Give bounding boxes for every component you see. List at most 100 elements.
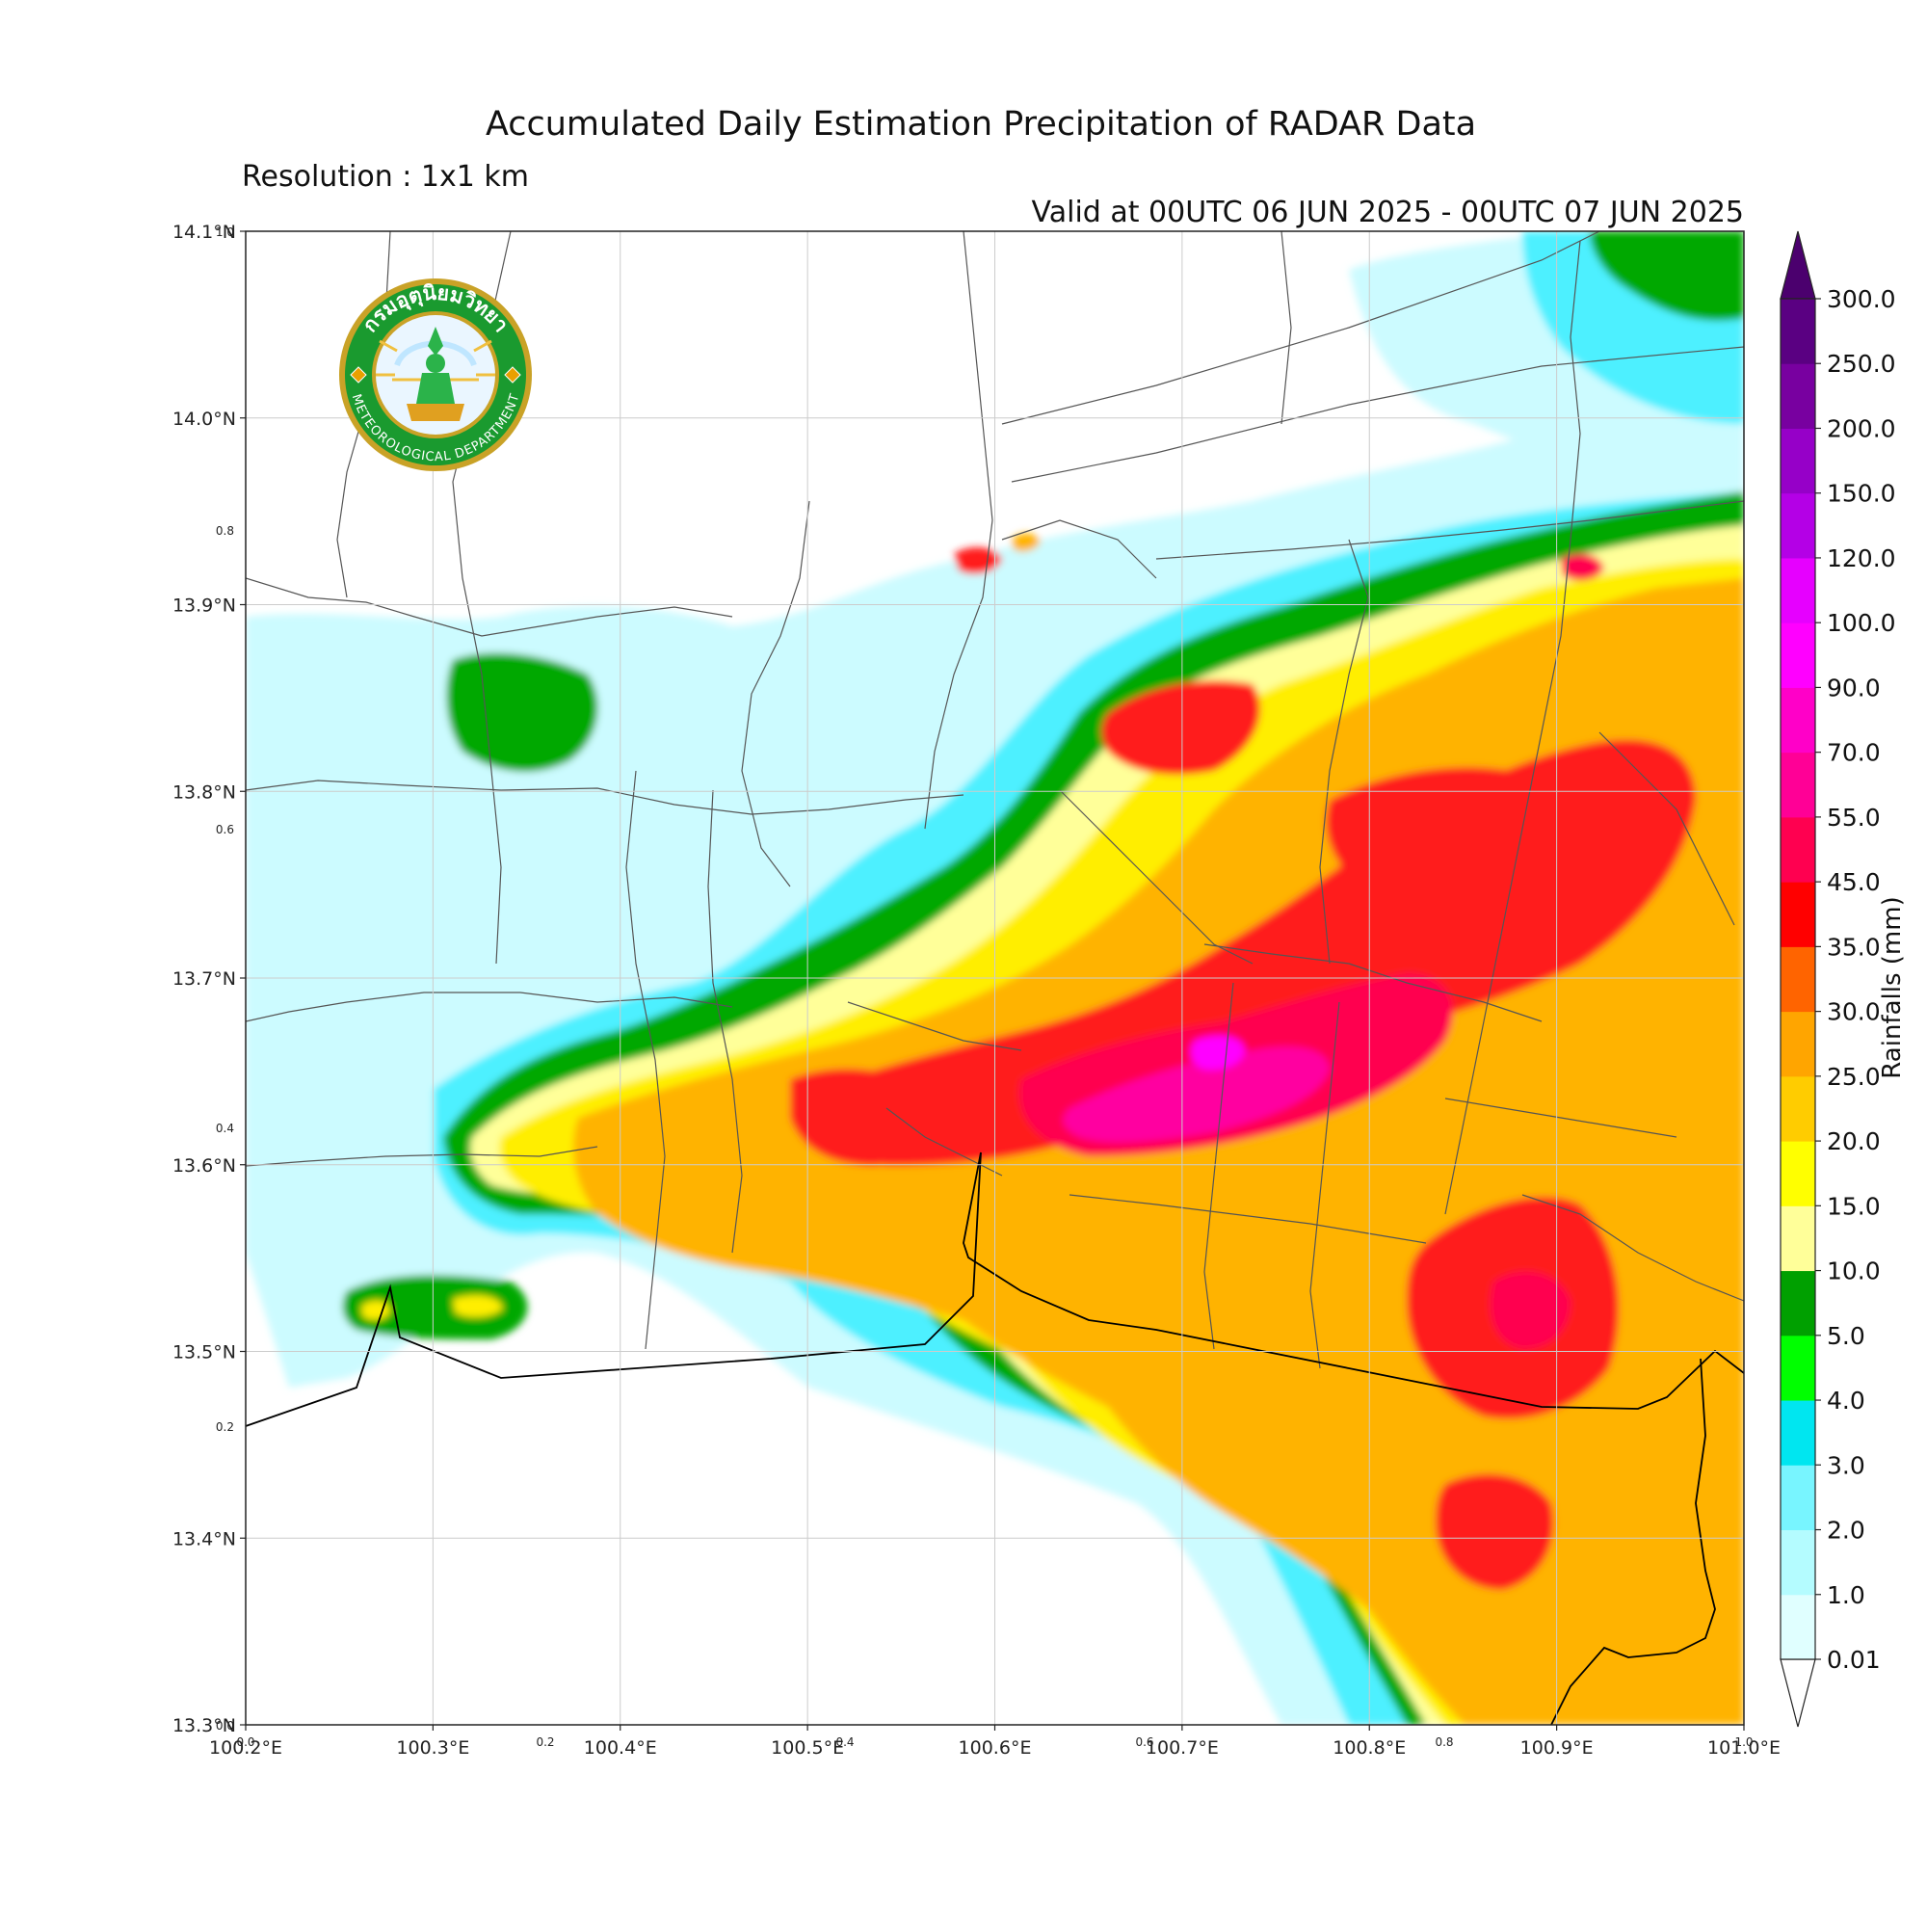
rain-crimson-south: [1490, 1271, 1571, 1349]
frac-y-tick-label: 0.2: [216, 1420, 234, 1434]
colorbar-segment: [1781, 1205, 1815, 1272]
colorbar-segment: [1781, 882, 1815, 947]
frac-x-tick-label: 0.4: [835, 1735, 854, 1749]
colorbar-segment: [1781, 363, 1815, 429]
axis-ticks: 100.2°E 100.3°E 100.4°E 100.5°E 100.6°E 100.7…: [172, 222, 1781, 1759]
colorbar-segment: [1781, 557, 1815, 623]
rain-red-se: [1436, 1473, 1554, 1590]
lat-tick-label: 13.3°N: [172, 1715, 236, 1736]
lon-tick-label: 100.6°E: [959, 1737, 1032, 1759]
frac-x-tick-label: 0.0: [236, 1735, 254, 1749]
colorbar-level-label: 250.0: [1827, 350, 1896, 378]
rain-blob-d: [361, 1300, 390, 1320]
colorbar-segment: [1781, 1075, 1815, 1142]
lat-tick-label: 13.6°N: [172, 1155, 236, 1177]
colorbar-level-label: 150.0: [1827, 480, 1896, 508]
colorbar-level-label: 30.0: [1827, 998, 1881, 1026]
lat-tick-label: 13.9°N: [172, 595, 236, 617]
rain-pink-core: [1063, 1046, 1330, 1143]
figure-title: Accumulated Daily Estimation Precipitati…: [486, 105, 1476, 144]
meteorological-department-logo: กรมอุตุนิยมวิทยา METEOROLOGICAL DEPARTME…: [339, 278, 532, 471]
lon-tick-label: 100.2°E: [209, 1737, 282, 1759]
colorbar: Rainfalls (mm) 0.01 1.0 2.0 3.0 4.0 5.0 10.0 15…: [1780, 230, 1907, 1728]
colorbar-segment: [1781, 1335, 1815, 1401]
colorbar-frame: [1780, 298, 1816, 1660]
colorbar-segment: [1781, 1141, 1815, 1206]
colorbar-segment: [1781, 1400, 1815, 1466]
frac-x-tick-label: 0.6: [1135, 1735, 1153, 1749]
colorbar-label: Rainfalls (mm): [1878, 896, 1907, 1078]
colorbar-level-label: 100.0: [1827, 609, 1896, 637]
lon-tick-label: 100.9°E: [1520, 1737, 1594, 1759]
lat-tick-label: 14.0°N: [172, 409, 236, 430]
rain-green-west: [446, 652, 598, 772]
frac-y-tick-label: 0.0: [216, 1719, 234, 1733]
rain-red-w: [790, 1069, 928, 1166]
frac-y-tick-label: 0.6: [216, 823, 234, 836]
rain-red-ne: [1101, 680, 1260, 775]
colorbar-segment: [1781, 1270, 1815, 1337]
lon-tick-label: 100.8°E: [1333, 1737, 1406, 1759]
rain-blob-c: [1561, 553, 1604, 581]
colorbar-segment: [1781, 1529, 1815, 1596]
valid-time-label: Valid at 00UTC 06 JUN 2025 - 00UTC 07 JU…: [1032, 196, 1744, 229]
colorbar-level-label: 20.0: [1827, 1127, 1881, 1155]
colorbar-segment: [1781, 299, 1815, 364]
colorbar-level-label: 120.0: [1827, 544, 1896, 572]
map-frame: [245, 230, 1745, 1726]
colorbar-level-label: 55.0: [1827, 804, 1881, 832]
colorbar-level-label: 4.0: [1827, 1387, 1865, 1415]
colorbar-level-label: 300.0: [1827, 285, 1896, 313]
colorbar-segment: [1781, 816, 1815, 883]
lon-tick-label: 100.7°E: [1146, 1737, 1219, 1759]
colorbar-level-label: 5.0: [1827, 1322, 1865, 1350]
lat-tick-label: 14.1°N: [172, 222, 236, 243]
colorbar-segment: [1781, 1465, 1815, 1531]
colorbar-level-label: 2.0: [1827, 1517, 1865, 1545]
coastline: [246, 1151, 1744, 1725]
colorbar-level-label: 90.0: [1827, 674, 1881, 701]
colorbar-level-label: 35.0: [1827, 933, 1881, 961]
colorbar-segment: [1781, 752, 1815, 818]
frac-x-tick-label: 1.0: [1734, 1735, 1753, 1749]
colorbar-segment: [1781, 1594, 1815, 1660]
frac-x-tick-label: 0.2: [536, 1735, 554, 1749]
colorbar-segment: [1781, 1011, 1815, 1077]
colorbar-extend-min: [1780, 1658, 1816, 1728]
colorbar-extend-max: [1780, 230, 1816, 300]
lon-tick-label: 100.5°E: [771, 1737, 844, 1759]
lon-tick-label: 100.4°E: [584, 1737, 657, 1759]
colorbar-level-label: 3.0: [1827, 1451, 1865, 1479]
rain-magenta-core: [1190, 1035, 1245, 1071]
colorbar-segment: [1781, 687, 1815, 754]
rain-blob-a: [954, 547, 1002, 574]
frac-y-tick-label: 0.8: [216, 524, 234, 538]
lat-tick-label: 13.8°N: [172, 781, 236, 803]
map-panel[interactable]: 100.2°E 100.3°E 100.4°E 100.5°E 100.6°E 100.7…: [172, 222, 1781, 1759]
lon-tick-label: 101.0°E: [1707, 1737, 1781, 1759]
frac-y-tick-label: 0.4: [216, 1122, 234, 1135]
colorbar-level-label: 15.0: [1827, 1192, 1881, 1220]
colorbar-level-label: 0.01: [1827, 1646, 1881, 1674]
lat-tick-label: 13.7°N: [172, 968, 236, 990]
colorbar-level-label: 25.0: [1827, 1063, 1881, 1091]
colorbar-level-label: 45.0: [1827, 868, 1881, 896]
rain-blob-b: [1012, 533, 1041, 552]
rain-red-north: [1326, 767, 1531, 916]
rain-blob-e: [453, 1295, 503, 1317]
lat-tick-label: 13.5°N: [172, 1342, 236, 1363]
colorbar-level-label: 1.0: [1827, 1581, 1865, 1609]
colorbar-segment: [1781, 428, 1815, 494]
frac-x-tick-label: 0.8: [1435, 1735, 1453, 1749]
colorbar-level-label: 200.0: [1827, 414, 1896, 442]
frac-y-tick-label: 1.0: [216, 225, 234, 239]
colorbar-segment: [1781, 946, 1815, 1013]
lon-tick-label: 100.3°E: [396, 1737, 469, 1759]
rain-green-north: [1590, 231, 1744, 321]
colorbar-level-label: 70.0: [1827, 739, 1881, 767]
lat-tick-label: 13.4°N: [172, 1528, 236, 1549]
colorbar-level-label: 10.0: [1827, 1257, 1881, 1285]
colorbar-segment: [1781, 622, 1815, 688]
